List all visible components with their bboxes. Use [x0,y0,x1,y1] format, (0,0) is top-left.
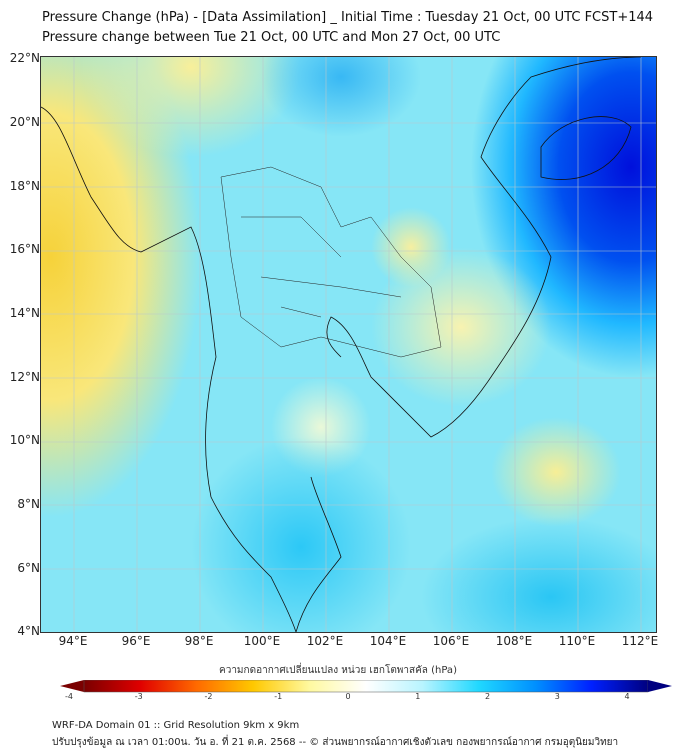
lon-label: 94°E [58,634,88,648]
colorbar-tick: -4 [65,692,73,701]
colorbar-tick: 4 [624,692,630,701]
graticule [41,57,656,632]
lat-label: 6°N [17,561,40,575]
lon-label: 112°E [621,634,659,648]
map-title: Pressure Change (hPa) - [Data Assimilati… [42,10,654,25]
lat-label: 10°N [9,433,40,447]
coastlines [41,57,642,632]
lat-label: 14°N [9,306,40,320]
lat-label: 8°N [17,497,40,511]
map-overlay [41,57,656,632]
lat-label: 12°N [9,370,40,384]
lat-label: 4°N [17,624,40,638]
lon-label: 104°E [369,634,407,648]
colorbar-tick: 2 [484,692,491,701]
colorbar-label: ความกดอากาศเปลี่ยนแปลง หน่วย เฮกโตพาสคัล… [219,665,457,676]
lon-label: 98°E [184,634,214,648]
footer-model-info: WRF-DA Domain 01 :: Grid Resolution 9km … [52,720,300,731]
pressure-change-map [40,56,657,633]
colorbar-max-arrow [648,680,672,692]
colorbar-tick: 3 [554,692,560,701]
map-subtitle: Pressure change between Tue 21 Oct, 00 U… [42,30,501,45]
lon-label: 108°E [495,634,533,648]
field-south-blue [191,437,411,632]
colorbar-tick: -2 [204,692,213,701]
lat-label: 16°N [9,242,40,256]
province-borders [220,166,442,358]
colorbar-min-arrow [60,680,84,692]
field-laos-yellow [371,207,451,287]
lat-label: 18°N [9,179,40,193]
lon-label: 102°E [306,634,344,648]
colorbar-tick: 0 [345,692,351,701]
lat-label: 20°N [9,115,40,129]
lat-label: 22°N [9,51,40,65]
colorbar-tick: -3 [134,692,143,701]
colorbar-tick: -1 [274,692,283,701]
colorbar-tick: 1 [415,692,421,701]
colorbar-bar [83,680,649,693]
field-sea-yellow [491,417,621,527]
lon-label: 96°E [121,634,151,648]
lon-label: 110°E [558,634,596,648]
footer-update-info: ปรับปรุงข้อมูล ณ เวลา 01:00น. วัน อ. ที่… [52,737,619,748]
colorbar [60,680,672,693]
lon-label: 100°E [243,634,281,648]
lon-label: 106°E [432,634,470,648]
